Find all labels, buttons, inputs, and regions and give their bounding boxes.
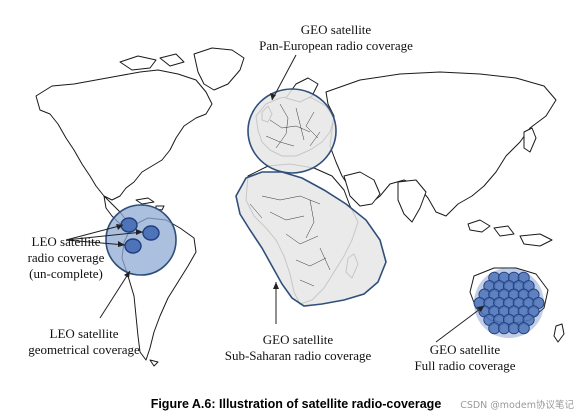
europe-country-borders [265, 103, 321, 149]
leo-beam-spot [120, 217, 138, 233]
sub-saharan-coverage [235, 171, 387, 307]
arrowhead [116, 224, 123, 230]
arrow-leo-radio-to-beam-3 [65, 239, 126, 246]
arrowhead [270, 93, 276, 100]
arrowhead [477, 306, 484, 312]
arctic-islands [119, 53, 185, 71]
arrow-leo-geometrical [99, 270, 131, 319]
arrow-pan-european [271, 54, 297, 101]
geo-pan-european-label-line1: GEO satellite [301, 22, 372, 37]
full-coverage-beam-grid [473, 271, 545, 335]
greenland-landmass [193, 47, 245, 91]
geo-sub-saharan-label-line2: Sub-Saharan radio coverage [225, 348, 372, 363]
watermark: CSDN @modem协议笔记 [460, 399, 574, 411]
geo-full-coverage-label-line2: Full radio coverage [414, 358, 515, 373]
leo-beam-spot [142, 225, 160, 241]
arrowhead [136, 229, 143, 235]
arrowhead [118, 241, 125, 247]
north-america-landmass [35, 69, 213, 201]
arrowhead [273, 282, 279, 289]
leo-radio-coverage-label-line1: LEO satellite [32, 234, 101, 249]
arrow-full-coverage [435, 305, 485, 343]
callout-arrows [65, 54, 485, 343]
leo-geometrical-coverage-circle [105, 204, 177, 276]
arrow-leo-radio-to-beam-1 [65, 224, 124, 241]
new-zealand-islands [553, 323, 565, 343]
leo-geometrical-coverage-label-line1: LEO satellite [50, 326, 119, 341]
figure-caption: Figure A.6: Illustration of satellite ra… [151, 397, 442, 411]
leo-radio-coverage-label-line3: (un-complete) [29, 266, 103, 281]
arrow-leo-radio-to-beam-2 [65, 231, 144, 241]
full-coverage-beam-spot [517, 322, 530, 335]
leo-geometrical-coverage-label-line2: geometrical coverage [28, 342, 140, 357]
leo-coverage [105, 204, 177, 276]
geo-sub-saharan-label-line1: GEO satellite [263, 332, 334, 347]
annotation-labels: GEO satellite Pan-European radio coverag… [28, 22, 516, 373]
geo-pan-european-label-line2: Pan-European radio coverage [259, 38, 413, 53]
geo-full-coverage [473, 268, 545, 338]
southern-tip-islands [149, 359, 159, 367]
indian-subcontinent [397, 179, 427, 223]
asia-landmass [325, 71, 557, 217]
japan-islands [523, 127, 537, 153]
arabian-peninsula [343, 171, 381, 207]
leo-beam-spot [124, 238, 142, 254]
leo-radio-coverage-label-line2: radio coverage [28, 250, 105, 265]
pan-european-coverage [247, 88, 337, 174]
southeast-asia-islands [467, 219, 553, 247]
pan-european-coverage-area [247, 88, 337, 174]
africa-country-borders [249, 195, 331, 287]
arrowhead [124, 271, 130, 278]
geo-full-coverage-label-line1: GEO satellite [430, 342, 501, 357]
